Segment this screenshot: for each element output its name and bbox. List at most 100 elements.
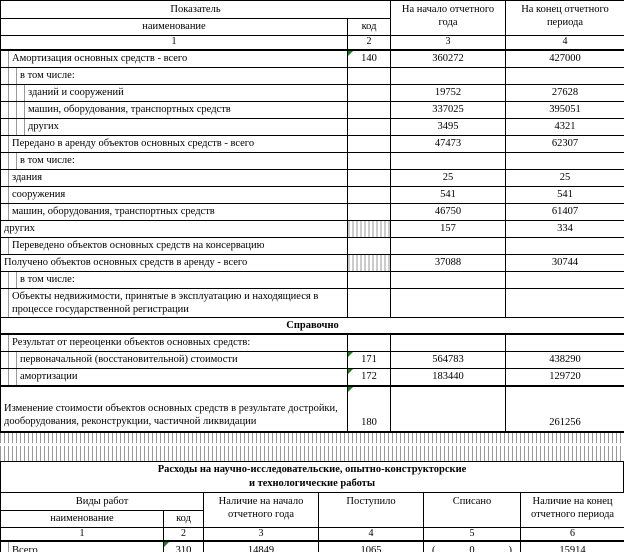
value-begin-cell[interactable]: 47473 <box>390 134 506 153</box>
value-end-cell[interactable] <box>505 151 624 170</box>
value-end-cell[interactable]: 261256 <box>505 384 624 433</box>
value-end-cell[interactable]: 15914 <box>520 540 624 552</box>
row-name-cell[interactable]: Передано в аренду объектов основных сред… <box>0 134 348 153</box>
value-received-cell[interactable]: 1065 <box>318 540 425 552</box>
row-name-cell[interactable]: в том числе: <box>0 66 348 85</box>
value-begin-cell[interactable]: 37088 <box>390 253 506 272</box>
code-cell[interactable] <box>347 168 391 187</box>
column-header-code[interactable]: код <box>347 18 391 36</box>
row-name-cell[interactable]: в том числе: <box>0 270 348 289</box>
value-begin-cell[interactable]: 564783 <box>390 350 506 369</box>
value-begin-cell[interactable]: 337025 <box>390 100 506 119</box>
value-end-cell[interactable]: 438290 <box>505 350 624 369</box>
value-end-cell[interactable]: 334 <box>505 219 624 238</box>
column-header-indicator[interactable]: Показатель <box>0 0 391 19</box>
code-cell[interactable] <box>347 151 391 170</box>
row-name-cell[interactable]: Результат от переоценки объектов основны… <box>0 332 348 352</box>
row-name-cell[interactable]: других <box>0 117 348 136</box>
row-name-cell[interactable]: Всего <box>0 540 164 552</box>
row-name-cell[interactable]: Объекты недвижимости, принятые в эксплуа… <box>0 287 348 318</box>
row-name-cell[interactable]: машин, оборудования, транспортных средст… <box>0 100 348 119</box>
code-cell[interactable]: 172 <box>347 367 391 387</box>
column-header-received[interactable]: Поступило <box>318 491 425 528</box>
column-header-end-period[interactable]: Наличие на конец отчетного периода <box>520 491 624 528</box>
column-header-name[interactable]: наименование <box>0 509 164 528</box>
value-begin-cell[interactable]: 46750 <box>390 202 506 221</box>
code-cell[interactable] <box>347 270 391 289</box>
row-name-cell[interactable]: зданий и сооружений <box>0 83 348 102</box>
row-name-cell[interactable]: Изменение стоимости объектов основных ср… <box>0 384 348 433</box>
code-cell[interactable] <box>347 83 391 102</box>
column-header-name[interactable]: наименование <box>0 18 348 36</box>
code-cell[interactable] <box>347 332 391 352</box>
row-name-label: в том числе: <box>20 69 75 81</box>
code-cell[interactable] <box>347 134 391 153</box>
value-begin-cell[interactable] <box>390 287 506 318</box>
value-begin-cell[interactable] <box>390 66 506 85</box>
code-cell[interactable]: 180 <box>347 384 391 433</box>
code-cell[interactable] <box>347 100 391 119</box>
row-name-cell[interactable]: других <box>0 219 348 238</box>
code-cell[interactable]: 310 <box>162 540 205 552</box>
value-end-cell[interactable]: 27628 <box>505 83 624 102</box>
value-begin-cell[interactable] <box>390 270 506 289</box>
row-name-cell[interactable]: первоначальной (восстановительной) стоим… <box>0 350 348 369</box>
code-cell[interactable] <box>347 253 391 272</box>
code-cell[interactable] <box>347 287 391 318</box>
column-header-end-period[interactable]: На конец отчетного периода <box>505 0 624 36</box>
row-name-cell[interactable]: в том числе: <box>0 151 348 170</box>
row-name-cell[interactable]: амортизации <box>0 367 348 387</box>
value-end-cell[interactable]: 30744 <box>505 253 624 272</box>
column-header-written-off[interactable]: Списано <box>423 491 522 528</box>
value-begin-cell[interactable]: 360272 <box>390 48 506 68</box>
code-cell[interactable]: 140 <box>347 48 391 68</box>
value-end-cell[interactable]: 395051 <box>505 100 624 119</box>
table-row: первоначальной (восстановительной) стоим… <box>0 350 624 369</box>
value-begin-cell[interactable] <box>390 151 506 170</box>
value-end-cell[interactable] <box>505 332 624 352</box>
value-end-cell[interactable]: 4321 <box>505 117 624 136</box>
row-name-cell[interactable]: Амортизация основных средств - всего <box>0 48 348 68</box>
value-end-cell[interactable]: 129720 <box>505 367 624 387</box>
indent-line <box>9 68 17 83</box>
value-end-cell[interactable]: 61407 <box>505 202 624 221</box>
row-name-cell[interactable]: Переведено объектов основных средств на … <box>0 236 348 255</box>
code-cell[interactable]: 171 <box>347 350 391 369</box>
value-begin-cell[interactable]: 541 <box>390 185 506 204</box>
value-begin-cell[interactable]: 25 <box>390 168 506 187</box>
value-end-cell[interactable]: 25 <box>505 168 624 187</box>
value-begin-cell[interactable]: 14849 <box>203 540 320 552</box>
code-cell[interactable] <box>347 66 391 85</box>
code-cell[interactable] <box>347 236 391 255</box>
code-cell[interactable] <box>347 185 391 204</box>
code-cell[interactable] <box>347 117 391 136</box>
value-begin-cell[interactable]: 19752 <box>390 83 506 102</box>
row-name-cell[interactable]: машин, оборудования, транспортных средст… <box>0 202 348 221</box>
value-end-cell[interactable] <box>505 66 624 85</box>
row-name-cell[interactable]: здания <box>0 168 348 187</box>
value-written-off-cell[interactable]: (0) <box>423 540 522 552</box>
value-end-cell[interactable] <box>505 236 624 255</box>
column-header-begin-year[interactable]: На начало отчетного года <box>390 0 506 36</box>
code-cell[interactable] <box>347 202 391 221</box>
value-end-cell[interactable]: 62307 <box>505 134 624 153</box>
row-name-label: Результат от переоценки объектов основны… <box>12 337 251 349</box>
value-begin-cell[interactable]: 157 <box>390 219 506 238</box>
value-end-cell[interactable]: 427000 <box>505 48 624 68</box>
code-cell[interactable] <box>347 219 391 238</box>
column-header-code[interactable]: код <box>162 509 205 528</box>
table-row: Передано в аренду объектов основных сред… <box>0 134 624 153</box>
value-begin-cell[interactable]: 183440 <box>390 367 506 387</box>
value-end-cell[interactable] <box>505 287 624 318</box>
value-begin-cell[interactable]: 3495 <box>390 117 506 136</box>
row-name-cell[interactable]: сооружения <box>0 185 348 204</box>
column-header-begin-year[interactable]: Наличие на начало отчетного года <box>203 491 320 528</box>
value-end-cell[interactable]: 541 <box>505 185 624 204</box>
value-begin-cell[interactable] <box>390 236 506 255</box>
value-begin-cell[interactable] <box>390 332 506 352</box>
value-end-cell[interactable] <box>505 270 624 289</box>
section-row: Справочно <box>0 316 624 335</box>
value-begin-cell[interactable] <box>390 384 506 433</box>
row-name-cell[interactable]: Получено объектов основных средств в аре… <box>0 253 348 272</box>
column-header-work-types[interactable]: Виды работ <box>0 491 205 511</box>
